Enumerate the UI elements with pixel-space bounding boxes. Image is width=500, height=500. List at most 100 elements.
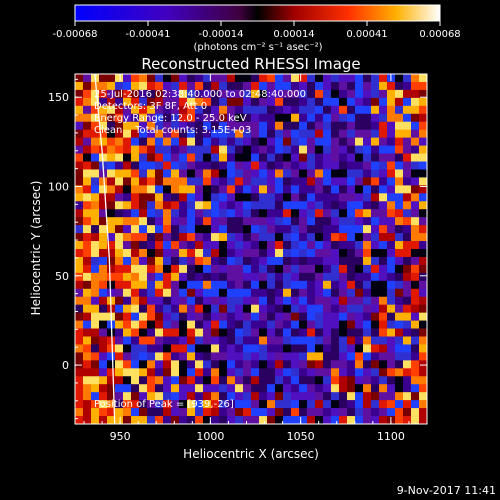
heatmap-cell xyxy=(411,201,420,210)
heatmap-cell xyxy=(259,209,268,218)
heatmap-cell xyxy=(283,81,292,91)
heatmap-cell xyxy=(403,312,412,321)
heatmap-cell xyxy=(379,201,388,210)
heatmap-cell xyxy=(259,169,268,178)
heatmap-cell xyxy=(83,264,92,274)
heatmap-cell xyxy=(339,320,348,329)
heatmap-cell xyxy=(379,296,388,305)
heatmap-cell xyxy=(203,249,212,258)
heatmap-cell xyxy=(91,201,100,210)
heatmap-cell xyxy=(227,360,236,369)
heatmap-cell xyxy=(219,392,228,401)
heatmap-cell xyxy=(139,344,148,353)
heatmap-cell xyxy=(355,249,364,258)
heatmap-cell xyxy=(195,137,204,146)
heatmap-cell xyxy=(75,416,84,424)
heatmap-cell xyxy=(331,392,340,401)
heatmap-cell xyxy=(195,256,204,266)
heatmap-cell xyxy=(155,368,164,377)
colorbar-units: (photons cm⁻² s⁻¹ asec⁻²) xyxy=(193,42,322,53)
heatmap-cell xyxy=(291,368,300,377)
heatmap-cell xyxy=(291,129,300,138)
heatmap-cell xyxy=(83,408,92,417)
heatmap-cell xyxy=(387,89,396,99)
heatmap-cell xyxy=(363,74,372,83)
heatmap-cell xyxy=(395,201,404,210)
heatmap-cell xyxy=(331,89,340,99)
heatmap-cell xyxy=(307,256,316,266)
heatmap-cell xyxy=(275,312,284,321)
heatmap-cell xyxy=(331,249,340,258)
heatmap-cell xyxy=(147,225,156,234)
heatmap-cell xyxy=(291,193,300,202)
heatmap-cell xyxy=(331,193,340,202)
heatmap-cell xyxy=(115,320,124,329)
heatmap-cell xyxy=(187,256,196,266)
heatmap-cell xyxy=(139,320,148,329)
heatmap-cell xyxy=(235,129,244,138)
heatmap-cell xyxy=(203,129,212,138)
heatmap-cell xyxy=(155,153,164,162)
heatmap-cell xyxy=(107,233,116,242)
heatmap-cell xyxy=(187,169,196,178)
heatmap-cell xyxy=(163,217,172,226)
heatmap-cell xyxy=(291,352,300,361)
heatmap-cell xyxy=(115,217,124,226)
heatmap-cell xyxy=(267,97,276,107)
heatmap-cell xyxy=(235,185,244,194)
heatmap-cell xyxy=(171,368,180,377)
heatmap-cell xyxy=(387,304,396,313)
heatmap-cell xyxy=(187,416,196,424)
heatmap-cell xyxy=(387,384,396,393)
heatmap-cell xyxy=(147,320,156,329)
heatmap-cell xyxy=(211,296,220,305)
heatmap-cell xyxy=(99,312,108,321)
heatmap-cell xyxy=(387,113,396,123)
heatmap-cell xyxy=(123,81,132,91)
heatmap-cell xyxy=(299,392,308,401)
heatmap-cell xyxy=(395,344,404,353)
heatmap-cell xyxy=(339,121,348,130)
heatmap-cell xyxy=(339,400,348,409)
heatmap-cell xyxy=(147,201,156,210)
heatmap-cell xyxy=(115,121,124,130)
heatmap-cell xyxy=(219,233,228,242)
heatmap-cell xyxy=(259,137,268,146)
heatmap-cell xyxy=(75,328,84,337)
heatmap-cell xyxy=(355,408,364,417)
heatmap-cell xyxy=(219,320,228,329)
heatmap-cell xyxy=(203,392,212,401)
heatmap-cell xyxy=(379,217,388,226)
heatmap-cell xyxy=(379,89,388,99)
heatmap-cell xyxy=(163,352,172,361)
heatmap-cell xyxy=(419,74,427,83)
heatmap-cell xyxy=(379,256,388,266)
heatmap-cell xyxy=(155,312,164,321)
heatmap-cell xyxy=(331,137,340,146)
annotation-energy: Energy Range: 12.0 - 25.0 keV xyxy=(94,113,247,124)
heatmap-cell xyxy=(179,400,188,409)
heatmap-cell xyxy=(99,193,108,202)
heatmap-cell xyxy=(99,217,108,226)
heatmap-cell xyxy=(259,129,268,138)
heatmap-cell xyxy=(75,296,84,305)
heatmap-cell xyxy=(275,217,284,226)
heatmap-cell xyxy=(395,145,404,154)
heatmap-cell xyxy=(203,328,212,337)
heatmap-cell xyxy=(139,416,148,424)
heatmap-cell xyxy=(251,280,260,290)
heatmap-cell xyxy=(371,97,380,107)
heatmap-cell xyxy=(203,89,212,99)
heatmap-cell xyxy=(115,256,124,266)
heatmap-cell xyxy=(331,121,340,130)
heatmap-cell xyxy=(243,296,252,305)
heatmap-cell xyxy=(307,161,316,170)
heatmap-cell xyxy=(251,296,260,305)
heatmap-cell xyxy=(107,129,116,138)
heatmap-cell xyxy=(275,121,284,130)
heatmap-cell xyxy=(299,145,308,154)
heatmap-cell xyxy=(83,129,92,138)
heatmap-cell xyxy=(395,376,404,385)
heatmap-cell xyxy=(371,264,380,274)
heatmap-cell xyxy=(283,137,292,146)
